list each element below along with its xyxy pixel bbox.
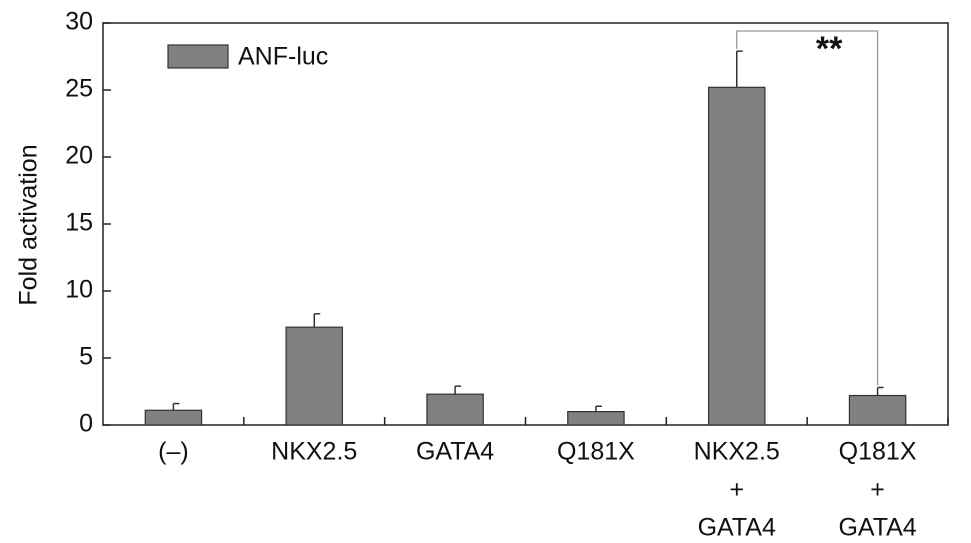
y-tick-label: 5 xyxy=(79,343,93,371)
bar xyxy=(144,409,203,426)
bar xyxy=(426,393,484,426)
plot-frame xyxy=(102,22,949,426)
y-tick-label: 30 xyxy=(65,8,93,36)
x-tick-label: GATA4 xyxy=(698,514,776,542)
y-tick-label: 15 xyxy=(65,209,93,237)
x-tick-label: (–) xyxy=(158,438,189,466)
x-tick-label: Q181X xyxy=(839,438,917,466)
significance-bracket xyxy=(736,30,879,386)
legend-swatch xyxy=(167,44,229,69)
x-tick-label: Q181X xyxy=(557,438,635,466)
legend-label: ANF-luc xyxy=(238,43,328,71)
x-tick-label: NKX2.5 xyxy=(694,438,780,466)
y-tick-label: 20 xyxy=(65,142,93,170)
x-tick-label: NKX2.5 xyxy=(271,438,357,466)
bar xyxy=(848,394,907,426)
y-tick-label: 25 xyxy=(65,75,93,103)
y-axis-label: Fold activation xyxy=(15,144,43,305)
y-tick-label: 0 xyxy=(79,410,93,438)
y-tick-label: 10 xyxy=(65,276,93,304)
x-tick-label: + xyxy=(729,476,744,504)
x-tick-label: + xyxy=(870,476,885,504)
x-tick-label: GATA4 xyxy=(838,514,916,542)
significance-label: ** xyxy=(816,30,843,68)
bar xyxy=(567,411,625,426)
x-tick-label: GATA4 xyxy=(416,438,494,466)
bar xyxy=(707,86,766,426)
bar xyxy=(285,326,344,426)
